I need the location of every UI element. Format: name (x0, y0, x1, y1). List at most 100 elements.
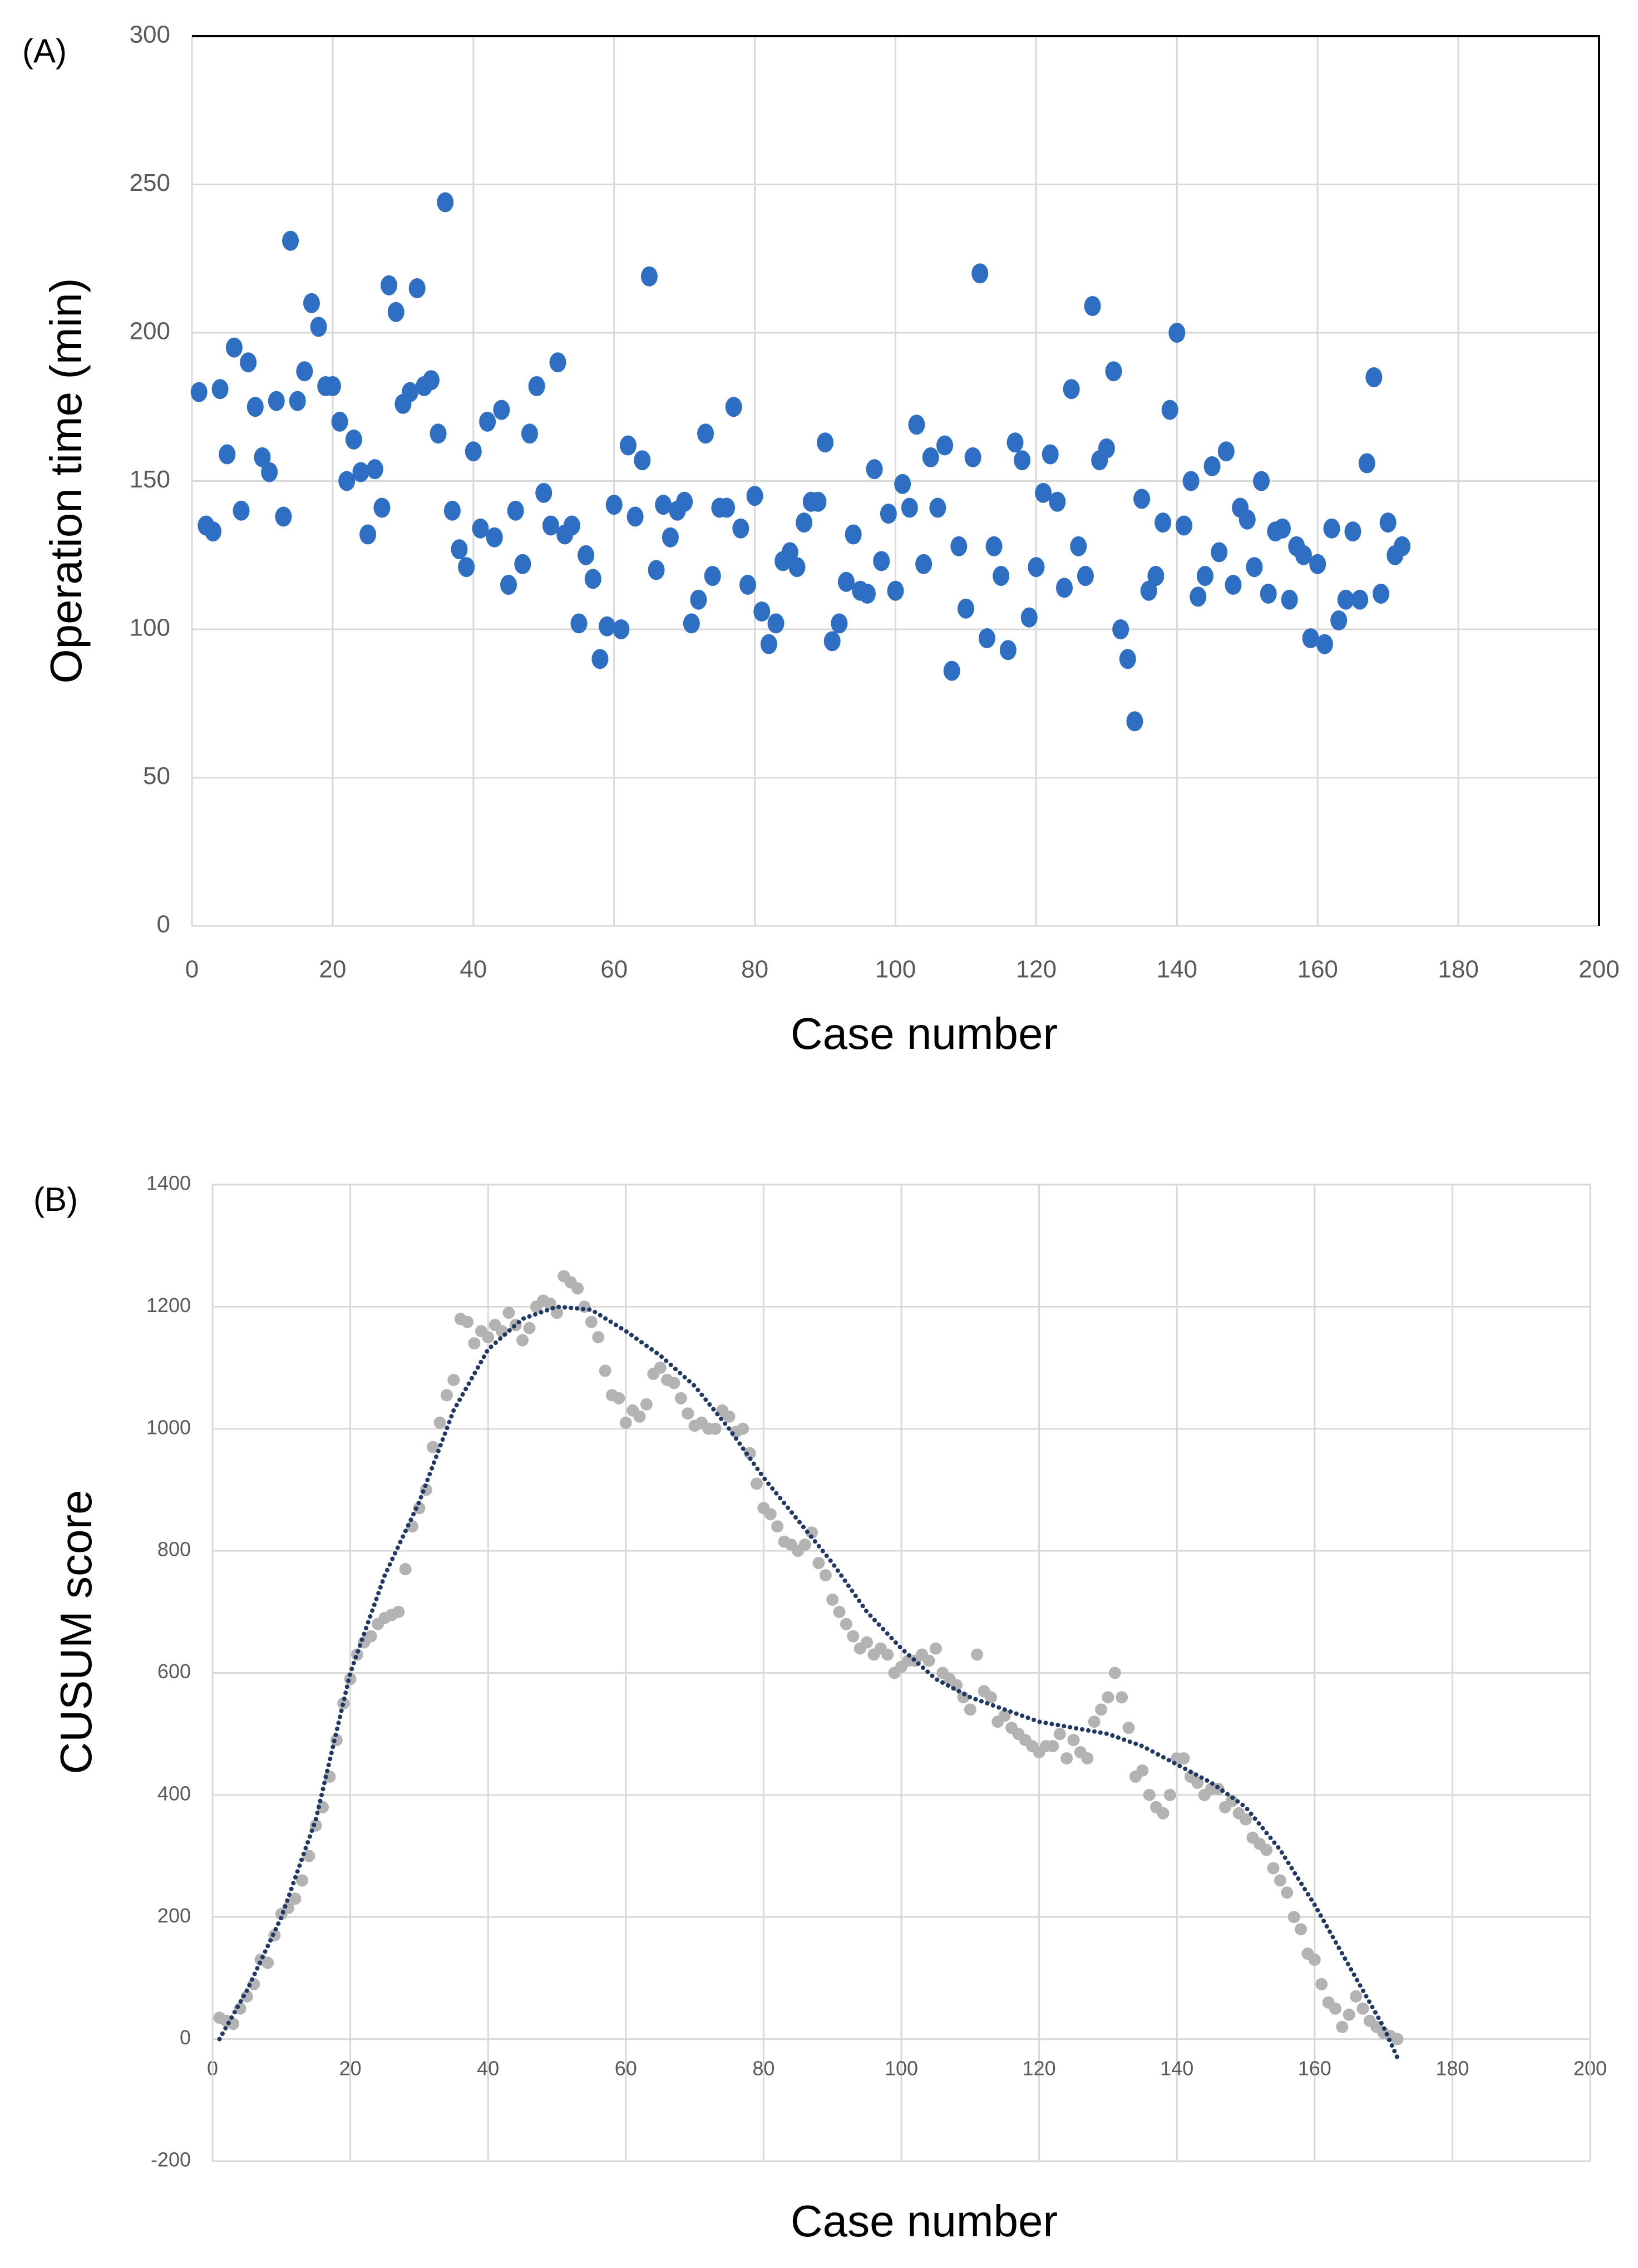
x-tick-label: 160 (1298, 2057, 1331, 2080)
y-axis-title: Operation time (min) (41, 278, 91, 683)
point (324, 376, 341, 396)
point (493, 400, 510, 420)
x-axis-title: Case number (791, 1009, 1058, 1058)
point (806, 1526, 818, 1539)
point (392, 1605, 405, 1618)
point (528, 376, 545, 396)
point (1309, 554, 1326, 574)
point (516, 1334, 529, 1347)
x-tick-label: 120 (1023, 2057, 1056, 2080)
point (190, 382, 208, 402)
point (640, 266, 658, 287)
point (599, 616, 616, 637)
point (296, 361, 313, 382)
point (1157, 1807, 1170, 1820)
y-tick-label: 400 (157, 1782, 191, 1804)
point (1177, 1752, 1190, 1765)
x-tick-label: 200 (1578, 956, 1619, 983)
point (971, 263, 989, 284)
point (971, 1648, 984, 1661)
point (331, 411, 348, 432)
point (1281, 1886, 1294, 1899)
x-tick-label: 40 (477, 2057, 499, 2080)
point (240, 1990, 253, 2003)
x-tick-label: 180 (1438, 956, 1478, 983)
point (219, 444, 236, 465)
point (461, 1315, 474, 1328)
x-tick-label: 140 (1157, 956, 1197, 983)
plot-border (211, 1184, 1591, 2162)
point (440, 1389, 453, 1402)
point (619, 1416, 632, 1429)
point (451, 539, 468, 560)
x-tick-label: 100 (875, 956, 916, 983)
point (929, 1642, 942, 1655)
point (275, 506, 292, 527)
y-tick-label: 800 (157, 1538, 191, 1561)
point (1119, 649, 1136, 669)
point (1274, 518, 1291, 539)
x-tick-label: 0 (185, 956, 199, 983)
point (1108, 1667, 1121, 1679)
point (1356, 2002, 1369, 2015)
point (1014, 450, 1031, 471)
point (704, 566, 721, 586)
y-tick-label: 1400 (146, 1172, 191, 1195)
point (866, 459, 883, 480)
point (1287, 1911, 1300, 1924)
point (1063, 379, 1080, 400)
x-tick-label: 120 (1016, 956, 1057, 983)
point (1260, 584, 1277, 604)
point (584, 569, 601, 589)
point (1253, 471, 1270, 491)
point (514, 554, 531, 574)
point (901, 497, 918, 518)
point (999, 640, 1017, 660)
point (985, 536, 1003, 556)
point (964, 447, 981, 467)
point (690, 589, 707, 610)
point (591, 649, 609, 669)
point (427, 1441, 440, 1453)
point (303, 1850, 315, 1862)
x-axis-title: Case number (791, 2196, 1058, 2246)
x-tick-label: 60 (615, 2057, 637, 2080)
x-tick-label: 20 (319, 956, 346, 983)
point (1217, 441, 1235, 462)
y-tick-label: 0 (180, 2026, 191, 2049)
point (338, 471, 356, 491)
point (1226, 1794, 1239, 1807)
point (211, 379, 229, 400)
point (908, 415, 925, 435)
trend-line (217, 1304, 1400, 2060)
point (592, 1331, 605, 1344)
point (922, 447, 939, 467)
point (634, 450, 651, 471)
point (819, 1569, 832, 1581)
point (323, 1770, 336, 1783)
point (1203, 456, 1221, 476)
point (837, 571, 855, 592)
point (1049, 491, 1066, 512)
point (381, 275, 398, 295)
point (798, 1539, 811, 1551)
point (1047, 1740, 1059, 1753)
point (880, 504, 897, 524)
point (1391, 2033, 1404, 2045)
point (697, 423, 714, 444)
point (1155, 512, 1172, 533)
point (468, 1337, 481, 1350)
point (549, 352, 566, 373)
point (399, 1563, 412, 1576)
point (1105, 361, 1122, 382)
point (472, 518, 489, 539)
point (443, 500, 461, 521)
y-tick-label: 250 (130, 169, 170, 196)
y-tick-label: 0 (157, 911, 170, 938)
point (1126, 711, 1143, 732)
point (1098, 438, 1115, 458)
point (1112, 619, 1129, 639)
point (1211, 542, 1228, 563)
point (310, 317, 327, 337)
